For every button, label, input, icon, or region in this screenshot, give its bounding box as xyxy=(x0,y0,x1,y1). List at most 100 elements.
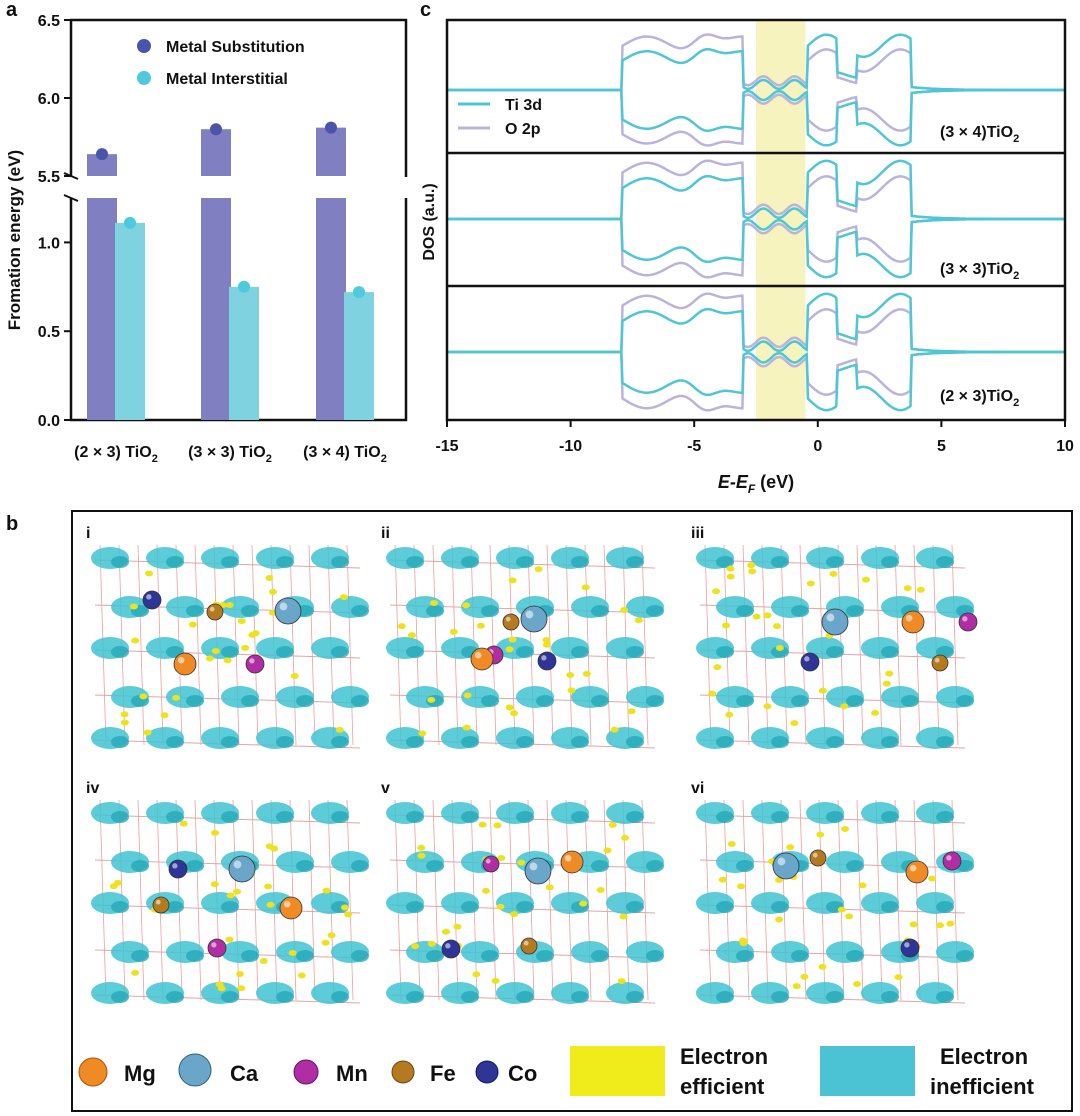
fe-atom xyxy=(809,849,827,867)
electron-efficient-isosurface xyxy=(143,729,152,736)
lattice-bond xyxy=(194,799,202,1001)
o2p-dos-curve xyxy=(447,33,1064,92)
electron-inefficient-isosurface xyxy=(351,860,369,872)
electron-efficient-isosurface xyxy=(718,876,727,883)
electron-inefficient-isosurface xyxy=(331,811,349,823)
electron-inefficient-isosurface xyxy=(881,991,899,1003)
electron-efficient-isosurface xyxy=(131,637,140,644)
electron-inefficient-isosurface xyxy=(771,556,789,568)
bar-substitution-lower xyxy=(316,198,346,420)
electron-efficient-isosurface xyxy=(871,709,880,716)
electron-inefficient-isosurface xyxy=(826,556,844,568)
electron-inefficient-isosurface xyxy=(166,556,184,568)
mg-atom xyxy=(470,647,494,671)
electron-efficient-isosurface xyxy=(225,601,234,608)
electron-inefficient-isosurface xyxy=(591,950,609,962)
electron-efficient-isosurface xyxy=(259,958,268,965)
subpanel-label-3x4: (3 × 4)TiO2 xyxy=(940,124,1019,145)
electron-inefficient-isosurface xyxy=(736,605,754,617)
structure-legend: Mg Ca Mn Fe Co Electron efficient Electr… xyxy=(78,1044,1035,1099)
electron-efficient-isosurface xyxy=(579,900,588,907)
electron-inefficient-isosurface xyxy=(481,950,499,962)
electron-inefficient-isosurface xyxy=(936,811,954,823)
fe-atom xyxy=(520,937,538,955)
panel-label-b: b xyxy=(6,513,18,535)
electron-efficient-isosurface xyxy=(816,831,825,838)
co-atom xyxy=(800,652,820,672)
atom-highlight xyxy=(946,855,952,861)
atom-highlight xyxy=(474,651,482,659)
dos-frame xyxy=(445,18,1067,422)
electron-inefficient-isosurface xyxy=(111,646,129,658)
atom-highlight xyxy=(904,942,910,948)
electron-inefficient-isosurface xyxy=(331,646,349,658)
electron-inefficient-isosurface xyxy=(716,646,734,658)
co-atom xyxy=(168,859,188,879)
structure-cell: ii xyxy=(381,525,664,749)
electron-efficient-isosurface xyxy=(736,883,745,890)
electron-inefficient-isosurface xyxy=(626,901,644,913)
electron-efficient-isosurface xyxy=(496,903,505,910)
co-atom xyxy=(142,590,162,610)
axis-break-gap xyxy=(60,177,408,198)
fe-atom xyxy=(152,896,170,914)
electron-inefficient-isosurface xyxy=(131,860,149,872)
electron-inefficient-isosurface xyxy=(241,695,259,707)
electron-efficient-isosurface xyxy=(722,622,731,629)
co-atom xyxy=(441,939,461,959)
electron-inefficient-isosurface xyxy=(846,695,864,707)
point-interstitial xyxy=(124,216,136,229)
electron-efficient-isosurface xyxy=(800,973,809,980)
electron-efficient-isosurface xyxy=(713,664,722,671)
electron-inefficient-isosurface xyxy=(186,950,204,962)
co-atom xyxy=(537,651,557,671)
electron-inefficient-isosurface xyxy=(881,811,899,823)
structure-label: ii xyxy=(381,525,390,542)
electron-efficient-isosurface xyxy=(775,916,784,923)
lattice-bond xyxy=(346,544,354,746)
y-axis-label: Fromation energy (eV) xyxy=(5,150,24,330)
electron-inefficient-isosurface xyxy=(771,811,789,823)
electron-efficient-isosurface xyxy=(407,632,416,639)
electron-efficient-isosurface xyxy=(748,568,757,575)
electron-efficient-isosurface xyxy=(225,936,234,943)
electron-inefficient-isosurface xyxy=(296,695,314,707)
y-tick-label: 0.5 xyxy=(38,324,60,341)
electron-efficient-isosurface xyxy=(840,703,849,710)
electron-inefficient-isosurface xyxy=(846,950,864,962)
fe-atom xyxy=(502,613,520,631)
structure-cell: vi xyxy=(691,780,974,1004)
atom-highlight xyxy=(541,655,547,661)
electron-efficient-isosurface xyxy=(397,623,406,630)
lattice-bond xyxy=(194,544,202,746)
dos-y-axis-label: DOS (a.u.) xyxy=(421,183,438,260)
electron-inefficient-isosurface xyxy=(516,736,534,748)
electron-efficient-isosurface xyxy=(427,696,436,703)
y-tick-label: 0.0 xyxy=(38,413,60,430)
electron-efficient-isosurface xyxy=(327,932,336,939)
subpanel-label-2x3: (2 × 3)TiO2 xyxy=(940,388,1019,409)
electron-efficient-isosurface xyxy=(322,887,331,894)
electron-inefficient-isosurface xyxy=(716,901,734,913)
electron-efficient-isosurface xyxy=(211,829,220,836)
electron-inefficient-isosurface xyxy=(771,736,789,748)
electron-inefficient-isosurface xyxy=(296,950,314,962)
mg-atom xyxy=(279,896,303,920)
electron-efficient-isosurface xyxy=(441,928,450,935)
electron-efficient-isosurface xyxy=(463,692,472,699)
electron-efficient-isosurface xyxy=(237,985,246,992)
atom-highlight xyxy=(812,852,818,858)
electron-inefficient-isosurface xyxy=(901,695,919,707)
y-tick-label: 6.5 xyxy=(38,13,60,30)
electron-efficient-isosurface xyxy=(581,584,590,591)
electron-efficient-isosurface xyxy=(478,821,487,828)
electron-efficient-isosurface xyxy=(517,859,526,866)
electron-efficient-isosurface xyxy=(335,726,344,733)
electron-inefficient-isosurface xyxy=(111,736,129,748)
electron-inefficient-isosurface xyxy=(296,860,314,872)
electron-inefficient-isosurface xyxy=(221,991,239,1003)
bar-interstitial xyxy=(229,286,259,420)
electron-efficient-isosurface xyxy=(727,841,736,848)
structure-cell: v xyxy=(381,780,664,1004)
electron-inefficient-isosurface xyxy=(736,860,754,872)
